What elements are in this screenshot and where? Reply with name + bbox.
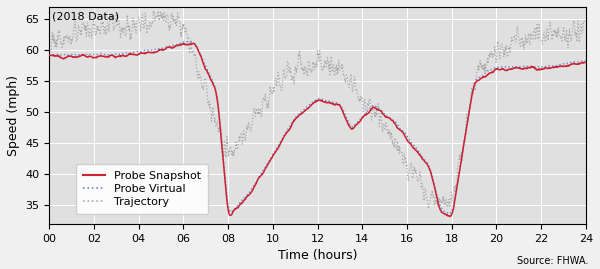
Probe Virtual [165, 45, 172, 48]
Probe Virtual [401, 132, 409, 135]
Probe Virtual [520, 65, 527, 68]
Text: (2018 Data): (2018 Data) [52, 11, 119, 21]
X-axis label: Time (hours): Time (hours) [278, 249, 358, 262]
Probe Snapshot [152, 50, 159, 54]
Probe Virtual [472, 79, 479, 82]
Trajectory [46, 50, 53, 53]
Probe Virtual [181, 40, 188, 43]
Probe Snapshot [472, 81, 479, 84]
Trajectory [401, 155, 409, 158]
Line: Probe Snapshot: Probe Snapshot [49, 43, 586, 217]
Trajectory [166, 24, 173, 27]
Text: Source: FHWA.: Source: FHWA. [517, 256, 588, 266]
Legend: Probe Snapshot, Probe Virtual, Trajectory: Probe Snapshot, Probe Virtual, Trajector… [76, 164, 208, 214]
Probe Snapshot [190, 42, 197, 45]
Line: Trajectory: Trajectory [49, 11, 586, 209]
Trajectory [154, 9, 161, 13]
Line: Probe Virtual: Probe Virtual [49, 42, 586, 214]
Y-axis label: Speed (mph): Speed (mph) [7, 75, 20, 156]
Probe Snapshot [401, 135, 409, 138]
Trajectory [583, 19, 590, 23]
Trajectory [226, 151, 233, 154]
Probe Virtual [226, 207, 233, 211]
Probe Snapshot [583, 61, 590, 64]
Probe Virtual [46, 54, 53, 57]
Trajectory [425, 207, 432, 210]
Probe Snapshot [165, 45, 172, 49]
Trajectory [472, 83, 479, 86]
Probe Snapshot [46, 54, 53, 57]
Probe Virtual [446, 212, 453, 215]
Probe Virtual [152, 48, 159, 51]
Trajectory [152, 15, 159, 18]
Trajectory [520, 44, 527, 47]
Probe Virtual [583, 59, 590, 63]
Probe Snapshot [446, 215, 454, 218]
Probe Snapshot [520, 67, 527, 70]
Probe Snapshot [226, 212, 233, 215]
